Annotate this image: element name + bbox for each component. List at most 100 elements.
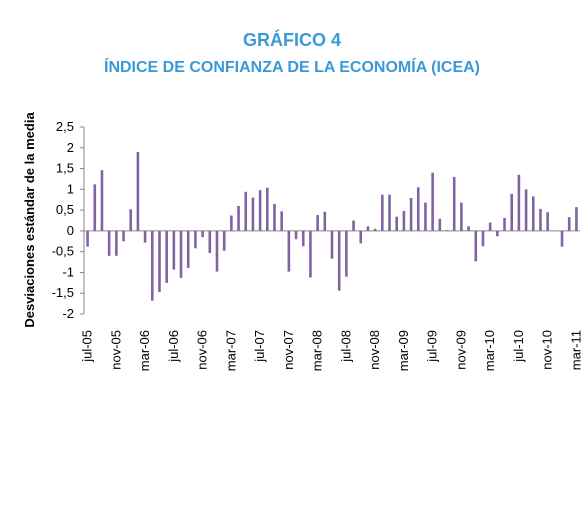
bar: [431, 172, 434, 231]
bar: [186, 230, 190, 268]
x-tick-label: mar-10: [482, 330, 497, 371]
bar: [460, 202, 463, 231]
bar: [115, 230, 118, 256]
bar: [222, 230, 226, 251]
chart-title: GRÁFICO 4: [243, 29, 341, 50]
bar: [496, 230, 499, 237]
bar: [251, 197, 255, 231]
bar: [280, 211, 283, 231]
bar: [129, 209, 133, 231]
bar: [546, 212, 549, 231]
bar: [395, 216, 398, 231]
x-tick-label: jul-06: [166, 330, 181, 363]
bar: [179, 230, 183, 278]
bar: [503, 218, 506, 231]
bar: [445, 230, 449, 231]
bar: [524, 189, 528, 231]
bar: [122, 230, 125, 242]
bar: [309, 230, 312, 278]
y-tick-label: -1: [62, 264, 74, 279]
bar: [201, 230, 204, 238]
bar: [143, 230, 147, 243]
bar: [244, 191, 248, 231]
bar: [294, 230, 298, 240]
chart-subtitle: ÍNDICE DE CONFIANZA DE LA ECONOMÍA (ICEA…: [104, 57, 480, 76]
bar: [402, 210, 406, 231]
bar: [488, 222, 492, 231]
bar: [194, 230, 197, 249]
bar: [158, 230, 161, 292]
bar: [575, 207, 578, 231]
bar: [107, 230, 111, 256]
x-tick-label: nov-06: [195, 330, 210, 370]
bar: [539, 208, 542, 231]
y-tick-label: 1,5: [56, 161, 74, 176]
bar: [93, 184, 97, 231]
bar: [381, 194, 384, 231]
bar: [323, 211, 327, 231]
bar: [352, 220, 355, 231]
bar: [136, 151, 140, 231]
x-tick-label: jul-10: [511, 330, 526, 363]
bar: [474, 230, 478, 262]
bar: [531, 196, 535, 231]
bar: [237, 205, 240, 231]
bar: [337, 230, 341, 291]
bar: [359, 230, 363, 244]
bar: [215, 230, 219, 272]
bar: [266, 187, 269, 231]
bar: [316, 215, 319, 231]
bar: [452, 176, 456, 231]
bar: [258, 190, 262, 231]
bar: [172, 230, 176, 270]
x-tick-label: nov-05: [108, 330, 123, 370]
bar: [273, 203, 276, 231]
y-tick-label: 0: [67, 223, 74, 238]
x-tick-label: mar-06: [137, 330, 152, 371]
bar: [165, 230, 168, 283]
bar: [287, 230, 291, 272]
bar: [345, 230, 348, 277]
bar: [373, 228, 377, 231]
y-axis-label: Desviaciones estándar de la media: [22, 112, 37, 328]
bar: [438, 218, 442, 231]
x-tick-label: mar-07: [223, 330, 238, 371]
bar: [86, 230, 89, 247]
y-tick-label: 2: [67, 140, 74, 155]
x-tick-label: jul-09: [425, 330, 440, 363]
bar: [150, 230, 154, 301]
x-tick-label: mar-11: [568, 330, 583, 370]
bar: [517, 174, 521, 231]
x-tick-label: jul-07: [252, 330, 267, 363]
bar: [424, 202, 427, 231]
y-tick-label: 2,5: [56, 119, 74, 134]
x-tick-label: jul-05: [80, 330, 95, 363]
bar: [481, 230, 485, 247]
x-tick-label: nov-09: [453, 330, 468, 370]
bar: [230, 215, 233, 231]
bar: [409, 198, 413, 231]
bar: [100, 170, 104, 231]
bar: [416, 187, 420, 231]
x-tick-label: nov-07: [281, 330, 296, 370]
x-tick-label: mar-09: [396, 330, 411, 371]
bar: [567, 217, 571, 231]
bar: [208, 230, 212, 253]
y-tick-label: 1: [67, 181, 74, 196]
x-tick-label: jul-08: [338, 330, 353, 363]
x-tick-label: mar-08: [310, 330, 325, 371]
bar: [467, 226, 470, 231]
y-tick-label: 0,5: [56, 202, 74, 217]
y-tick-label: -2: [62, 306, 74, 321]
x-tick-label: nov-08: [367, 330, 382, 370]
bar: [301, 230, 305, 247]
bar: [510, 193, 514, 231]
bar: [560, 230, 564, 247]
x-tick-label: nov-10: [540, 330, 555, 370]
bar: [366, 226, 370, 231]
y-tick-label: -0,5: [52, 244, 74, 259]
bar: [330, 230, 334, 259]
y-tick-label: -1,5: [52, 285, 74, 300]
bar: [388, 194, 391, 231]
